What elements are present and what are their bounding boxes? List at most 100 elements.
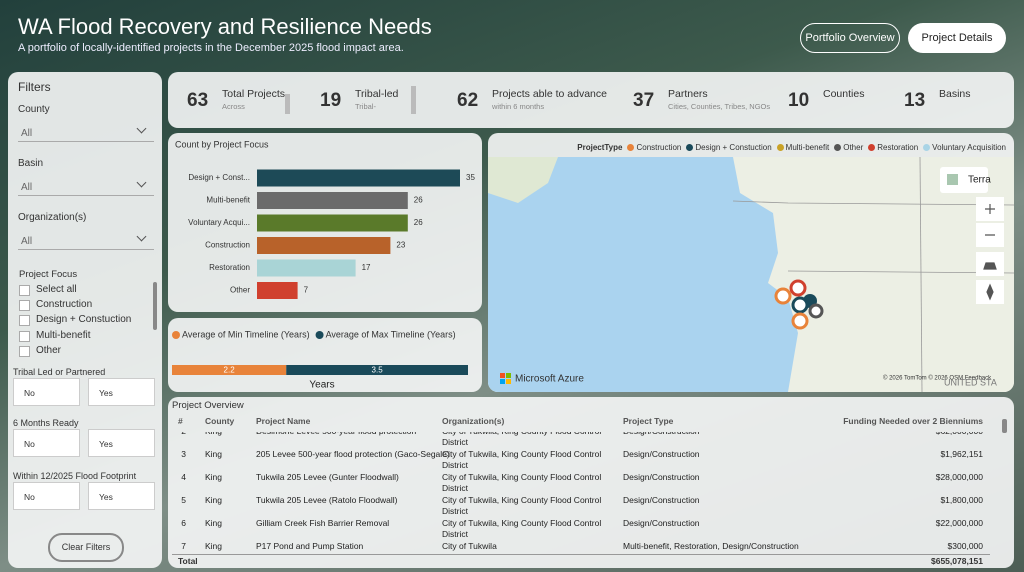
- checkbox[interactable]: [19, 330, 30, 342]
- table-cell: Design/Construction: [623, 472, 700, 482]
- category-label: Multi-benefit: [206, 196, 250, 205]
- category-label: Design + Const...: [188, 173, 250, 182]
- table-cell: 5: [181, 495, 186, 505]
- dropdown-value[interactable]: All: [21, 128, 33, 139]
- provider: Microsoft Azure: [515, 374, 584, 385]
- checkbox-label[interactable]: Construction: [36, 299, 93, 311]
- checkbox[interactable]: [19, 300, 30, 312]
- table-cell: Multi-benefit, Restoration, Design/Const…: [623, 541, 799, 551]
- table-cell: King: [205, 472, 223, 482]
- table-cell: $1,800,000: [940, 495, 983, 505]
- column-header: #: [178, 416, 183, 426]
- dropdown-label: Organization(s): [18, 212, 87, 223]
- nav-button[interactable]: Project Details: [908, 23, 1006, 53]
- legend-dot: [172, 331, 180, 339]
- value-label: 35: [466, 173, 475, 182]
- style-button[interactable]: [940, 167, 988, 193]
- table-title: Project Overview: [172, 400, 244, 411]
- legend-label: Voluntary Acquisition: [932, 143, 1006, 152]
- bar: [257, 214, 408, 232]
- toggle-option[interactable]: No: [13, 378, 80, 406]
- table-cell: 7: [181, 541, 186, 551]
- checkbox-label[interactable]: Design + Constuction: [36, 314, 132, 326]
- dropdown-label: Basin: [18, 158, 44, 169]
- checkbox-label[interactable]: Select all: [36, 284, 77, 295]
- pin: [791, 312, 809, 330]
- table-cell: $1,962,151: [940, 449, 983, 459]
- dropdown-chevron: [136, 177, 147, 188]
- checkbox-label[interactable]: Other: [36, 344, 62, 356]
- toggle-option[interactable]: Yes: [88, 378, 155, 406]
- bar: [257, 192, 408, 209]
- focus-label: Project Focus: [19, 269, 78, 280]
- table-cell: King: [205, 449, 223, 459]
- legend-item: Multi-benefit: [776, 143, 829, 152]
- title: WA Flood Recovery and Resilience Needs: [18, 14, 432, 39]
- bar: [257, 237, 391, 254]
- kpi-label: Partners: [668, 88, 708, 100]
- table-cell: P17 Pond and Pump Station: [256, 541, 364, 551]
- table-cell: Tukwila 205 Levee (Gunter Floodwall): [256, 472, 399, 482]
- total-rule: [172, 554, 990, 555]
- toggle-label: Tribal Led or Partnered: [13, 367, 106, 377]
- column-header: Project Type: [623, 416, 674, 426]
- map-legend: ProjectType Construction Design + Constuc…: [577, 143, 1006, 152]
- copyright: © 2026 TomTom © 2026 OSM Feedback: [883, 375, 992, 382]
- dropdown-value[interactable]: All: [21, 182, 33, 193]
- value-label: 3.5: [372, 366, 384, 375]
- scrollbar: [1002, 419, 1007, 433]
- table-cell: Design/Construction: [623, 518, 700, 528]
- legend-item: Construction: [627, 143, 681, 152]
- pin: [808, 303, 824, 319]
- legend-dot: [834, 144, 842, 151]
- dropdown-label: County: [18, 104, 50, 115]
- table-cell: King: [205, 518, 223, 528]
- checkbox[interactable]: [19, 345, 30, 357]
- bar: [257, 259, 356, 277]
- table-cell: King: [205, 541, 223, 551]
- azure-logo: [500, 373, 511, 384]
- kpi-label: Counties: [823, 88, 865, 100]
- checkbox-label[interactable]: Multi-benefit: [36, 329, 91, 341]
- table-cell: Design/Construction: [623, 449, 700, 459]
- kpi-sub: Cities, Counties, Tribes, NGOs: [668, 102, 771, 111]
- pin: [774, 287, 792, 305]
- table-cell: 4: [181, 472, 186, 482]
- filters-panel: Filters Clear Filters County All Basin All O…: [8, 72, 162, 568]
- legend-label: Restoration: [877, 143, 919, 152]
- checkbox[interactable]: [19, 285, 30, 296]
- checkbox[interactable]: [19, 315, 30, 327]
- kpi-sub: Tribal-: [355, 102, 376, 111]
- table-cell: 2: [168, 432, 186, 437]
- pins: [774, 279, 824, 330]
- toggle-option[interactable]: Yes: [88, 482, 155, 510]
- value-label: 17: [362, 263, 371, 272]
- table-cell: King: [205, 432, 222, 437]
- kpi-value: 62: [457, 90, 479, 111]
- scroll-indicator: [411, 86, 416, 114]
- table-cell: City of Tukwila, King County Flood Contr…: [442, 518, 602, 539]
- toggle-option[interactable]: Yes: [88, 429, 155, 457]
- table-cell: $300,000: [947, 541, 983, 551]
- category-label: Restoration: [209, 263, 250, 272]
- table-panel: Project Overview 2 King Desimone Levee 500…: [168, 397, 1014, 568]
- value-label: 26: [414, 218, 423, 227]
- kpi-label: Basins: [939, 88, 971, 100]
- toggle-option[interactable]: No: [13, 429, 80, 457]
- clear-button[interactable]: Clear Filters: [48, 533, 124, 562]
- legend-label: Design + Constuction: [695, 143, 772, 152]
- toggle-option[interactable]: No: [13, 482, 80, 510]
- nav-button[interactable]: Portfolio Overview: [800, 23, 900, 53]
- timeline-chart: Years Average of Min Timeline (Years) 2.2…: [172, 329, 468, 391]
- table-cell: Desimone Levee 500-year flood protection: [256, 432, 416, 437]
- total-label: Total: [178, 556, 198, 566]
- ocean: [488, 157, 798, 392]
- map-panel: Terra Microsoft Azure © 2026 TomTom © 20…: [488, 133, 1014, 392]
- dropdown-value[interactable]: All: [21, 236, 33, 247]
- style-label[interactable]: Terra: [968, 175, 991, 186]
- dropdown-line: [18, 141, 154, 142]
- table-cell: Tukwila 205 Levee (Ratolo Floodwall): [256, 495, 398, 505]
- x-axis-label: Years: [309, 380, 334, 391]
- legend-dot: [776, 144, 784, 151]
- legend-label: Construction: [636, 143, 682, 152]
